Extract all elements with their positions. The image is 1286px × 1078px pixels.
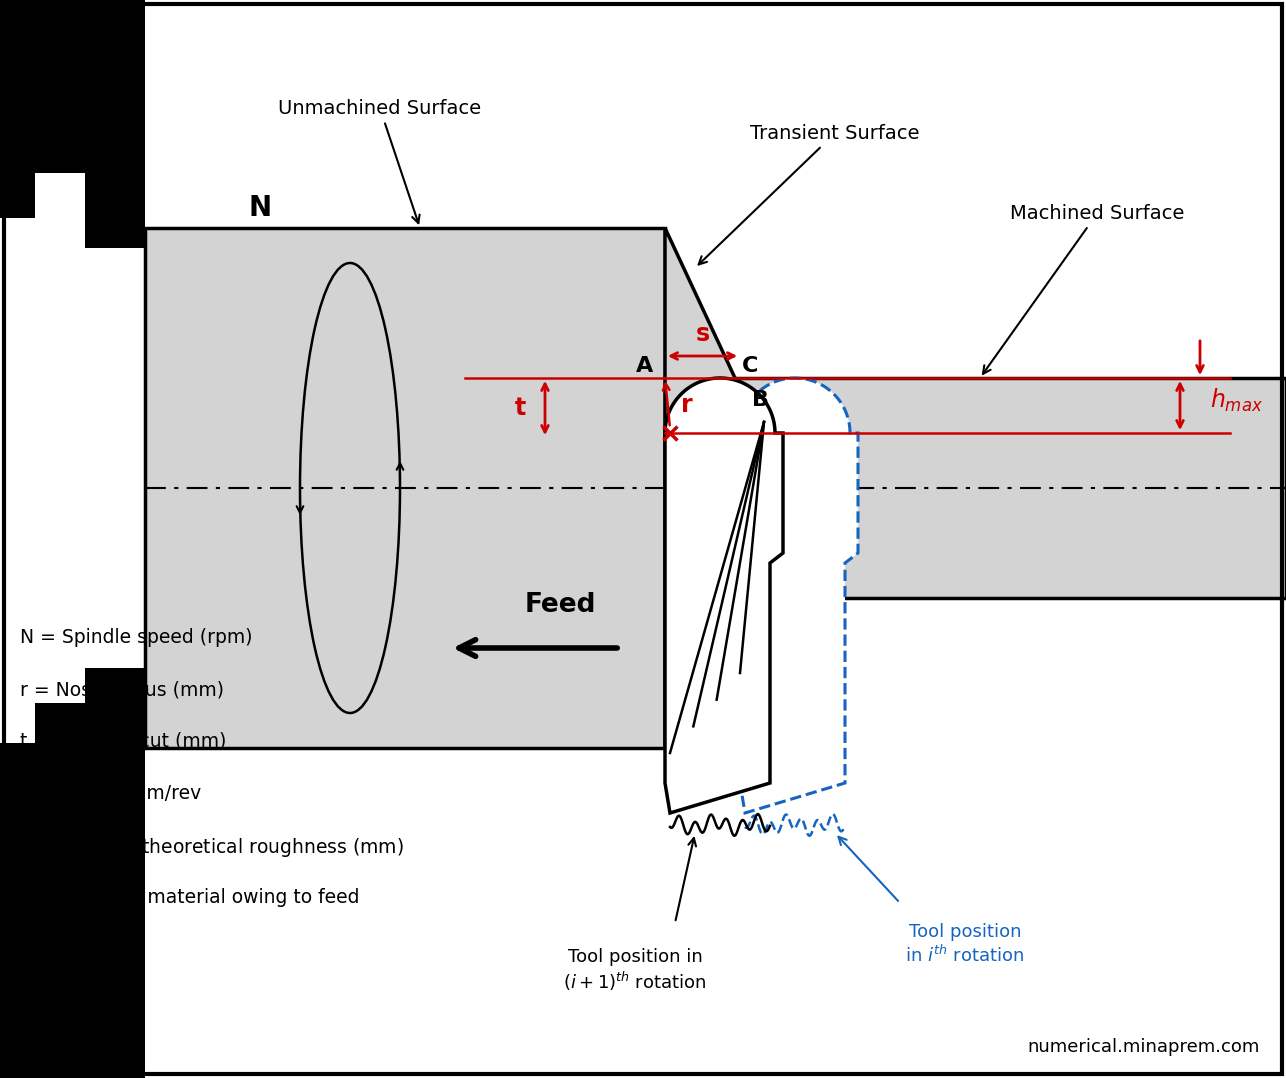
- Polygon shape: [145, 229, 665, 748]
- Text: s = feed in mm/rev: s = feed in mm/rev: [21, 784, 201, 803]
- Polygon shape: [0, 0, 145, 248]
- Polygon shape: [665, 229, 736, 748]
- Text: Unmachined Surface: Unmachined Surface: [279, 99, 481, 223]
- Text: Transient Surface: Transient Surface: [698, 124, 919, 264]
- Polygon shape: [665, 378, 783, 813]
- Text: $h_{max}$ = max. theoretical roughness (mm): $h_{max}$ = max. theoretical roughness (…: [21, 837, 404, 859]
- Polygon shape: [0, 668, 145, 1078]
- Text: N = Spindle speed (rpm): N = Spindle speed (rpm): [21, 628, 252, 647]
- Text: Tool position in
$(i+1)^{th}$ rotation: Tool position in $(i+1)^{th}$ rotation: [563, 948, 707, 993]
- Text: numerical.minaprem.com: numerical.minaprem.com: [1028, 1038, 1260, 1056]
- Text: Feed: Feed: [525, 592, 595, 618]
- Text: C: C: [742, 356, 759, 376]
- Polygon shape: [736, 378, 1286, 598]
- Text: t: t: [514, 396, 526, 420]
- Text: r = Nose radius (mm): r = Nose radius (mm): [21, 680, 224, 699]
- Text: A: A: [637, 356, 653, 376]
- Text: r: r: [682, 393, 693, 417]
- Text: B: B: [752, 390, 769, 410]
- Text: t = depth of cut (mm): t = depth of cut (mm): [21, 732, 226, 751]
- Text: Tool position
in $i^{th}$ rotation: Tool position in $i^{th}$ rotation: [905, 923, 1025, 966]
- Polygon shape: [739, 378, 858, 813]
- Text: N: N: [248, 194, 271, 222]
- Text: ABC = Uncut material owing to feed: ABC = Uncut material owing to feed: [21, 888, 360, 907]
- Text: s: s: [696, 322, 710, 346]
- Text: Machined Surface: Machined Surface: [983, 204, 1184, 374]
- Text: $h_{max}$: $h_{max}$: [1210, 387, 1263, 414]
